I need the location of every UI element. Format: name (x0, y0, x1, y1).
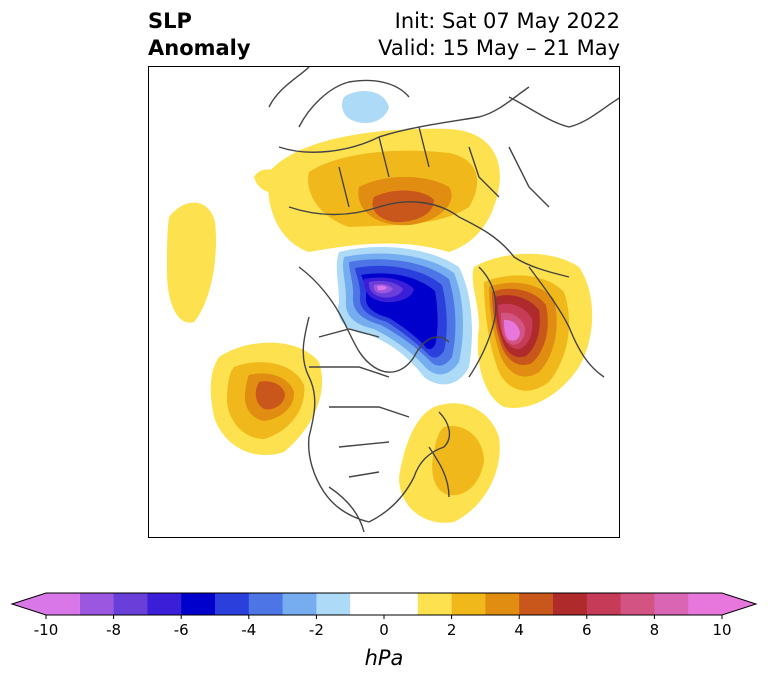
colorbar: -10 -8 -6 -4 -2 0 2 4 6 8 10 (10, 592, 758, 639)
valid-range: Valid: 15 May – 21 May (378, 36, 620, 60)
colorbar-segment (282, 593, 317, 615)
colorbar-tick-label: 8 (650, 621, 660, 639)
coastlines (268, 67, 619, 533)
colorbar-segment (12, 593, 80, 615)
colorbar-segment (181, 593, 216, 615)
colorbar-tick-label: -8 (106, 621, 121, 639)
colorbar-segment (553, 593, 588, 615)
colorbar-segment (350, 593, 385, 615)
colorbar-segment (147, 593, 182, 615)
map-title: SLP Anomaly (148, 8, 251, 62)
colorbar-segment (586, 593, 622, 615)
colorbar-segment (519, 593, 554, 615)
colorbar-tick-label: 6 (582, 621, 592, 639)
colorbar-segment (79, 593, 115, 615)
colorbar-segment (654, 593, 689, 615)
colorbar-segment (384, 593, 419, 615)
anomaly-map (149, 67, 619, 533)
title-line-1: SLP (148, 9, 192, 33)
colorbar-tick-label: 10 (712, 621, 731, 639)
forecast-dates: Init: Sat 07 May 2022 Valid: 15 May – 21… (378, 8, 620, 62)
colorbar-segment (620, 593, 655, 615)
map-panel (148, 66, 620, 538)
colorbar-segment (215, 593, 250, 615)
colorbar-tick-label: -10 (34, 621, 59, 639)
colorbar-segment (688, 593, 756, 615)
colorbar-tick-label: -4 (241, 621, 256, 639)
colorbar-tick-label: -6 (174, 621, 189, 639)
colorbar-segment (451, 593, 486, 615)
positive-anomaly-eurasia (254, 128, 500, 252)
colorbar-unit-label: hPa (364, 646, 404, 670)
init-date: Init: Sat 07 May 2022 (394, 9, 620, 33)
colorbar-segment (485, 593, 520, 615)
colorbar-tick-label: -2 (309, 621, 324, 639)
colorbar-segment (248, 593, 284, 615)
colorbar-tick-label: 2 (447, 621, 457, 639)
positive-anomaly-atlantic (399, 253, 593, 523)
colorbar-tick-label: 4 (514, 621, 524, 639)
colorbar-tick-label: 0 (379, 621, 389, 639)
title-line-2: Anomaly (148, 36, 251, 60)
colorbar-segment (316, 593, 351, 615)
colorbar-segment (417, 593, 453, 615)
positive-anomaly-pacific (149, 202, 429, 456)
colorbar-segment (113, 593, 148, 615)
